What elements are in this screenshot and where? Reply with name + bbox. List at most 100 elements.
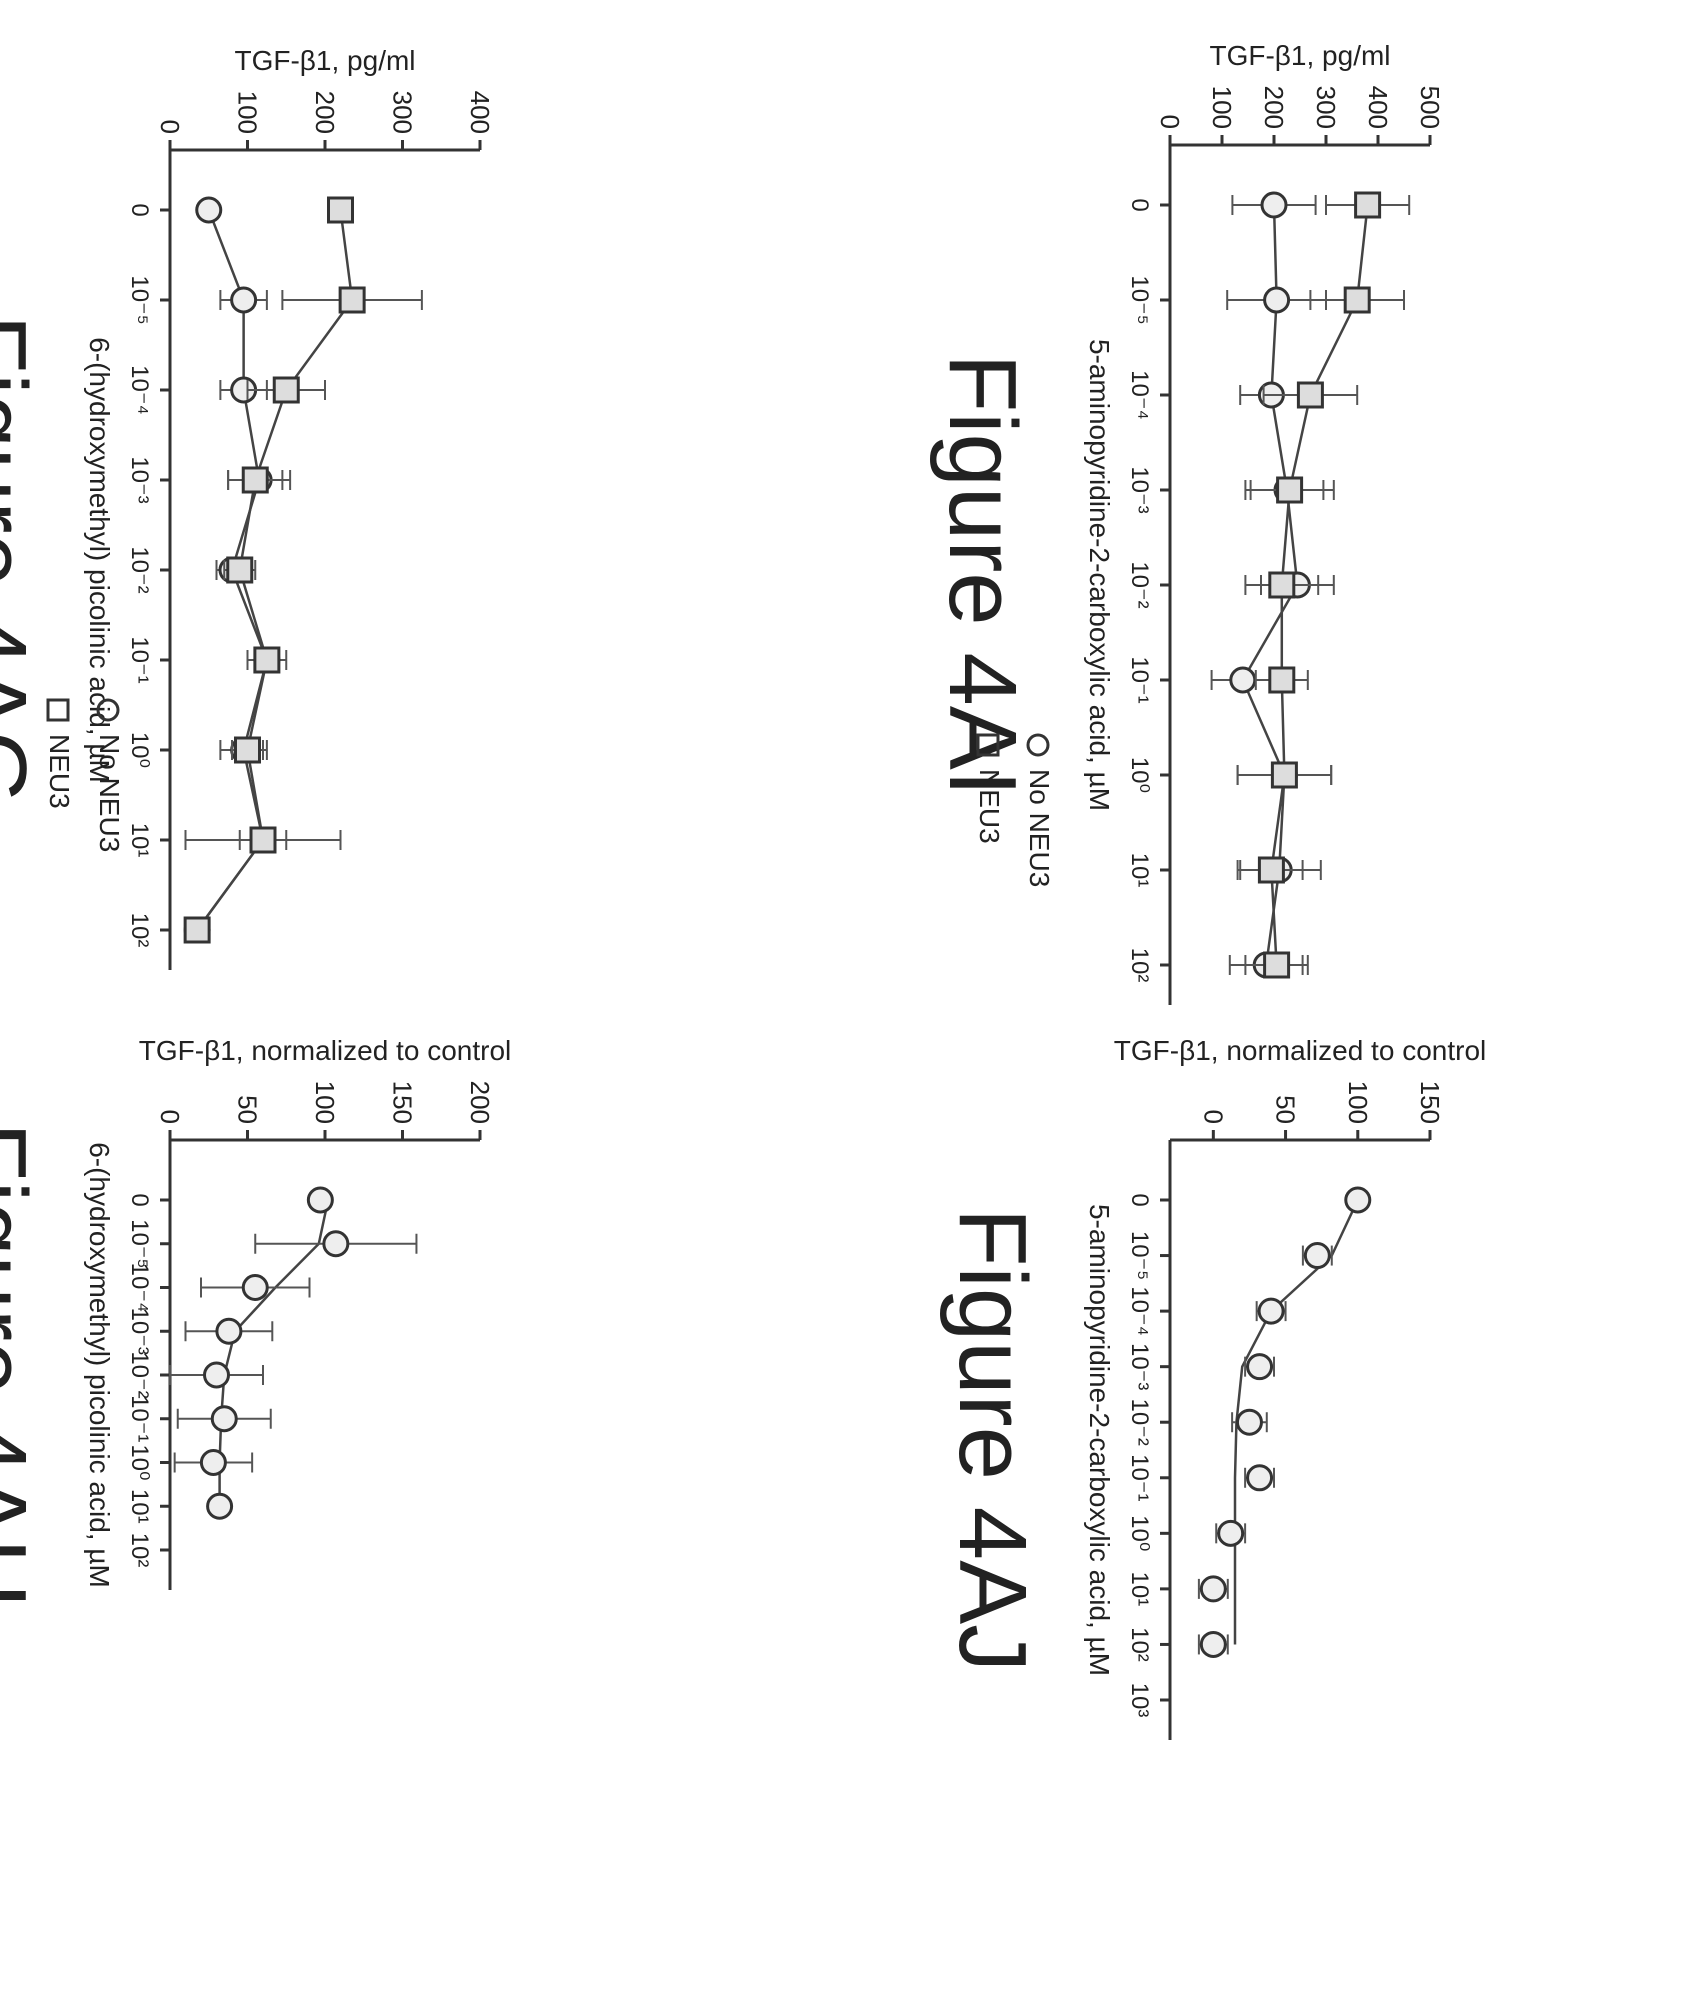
data-point-square — [234, 736, 261, 764]
data-point-circle — [206, 1492, 234, 1520]
x-tick-label: 10⁻⁴ — [1126, 1286, 1153, 1336]
x-tick-label: 10⁻⁵ — [126, 275, 153, 324]
data-point-square — [183, 916, 211, 944]
x-tick-label: 10¹ — [1126, 853, 1153, 888]
x-tick-label: 10⁻⁵ — [1126, 275, 1153, 324]
x-axis-title: 5-aminopyridine-2-carboxylic acid, µM — [1084, 339, 1115, 811]
data-point-circle — [1263, 286, 1291, 314]
y-tick-label: 400 — [1363, 86, 1393, 129]
x-tick-label: 10² — [126, 913, 153, 948]
data-point-circle — [1246, 1353, 1274, 1381]
y-tick-label: 200 — [1259, 86, 1289, 129]
y-tick-label: 200 — [465, 1081, 495, 1124]
x-tick-label: 10⁻² — [1126, 561, 1153, 608]
y-axis-title-text: TGF-β1, normalized to control — [139, 1035, 511, 1066]
y-tick-label: 200 — [310, 91, 340, 134]
data-point-square — [253, 646, 281, 674]
legend-label: NEU3 — [974, 769, 1005, 844]
y-tick-label: 0 — [1198, 1110, 1228, 1124]
y-tick-label: 150 — [388, 1081, 418, 1124]
x-tick-label: 10⁻³ — [126, 456, 153, 503]
data-point-circle — [322, 1230, 350, 1258]
y-tick-label: 150 — [1415, 1081, 1445, 1124]
x-tick-label: 0 — [1126, 1193, 1153, 1206]
x-tick-label: 10⁻³ — [1126, 1343, 1153, 1390]
y-axis-title-text: TGF-β1, pg/ml — [234, 45, 415, 76]
figure-caption: Figure 4AI — [929, 354, 1036, 797]
data-point-circle — [1199, 1630, 1227, 1658]
data-point-circle — [241, 1274, 269, 1301]
panel-4ag: 0 100 200 300 400 0 10⁻⁵ 10⁻⁴ 10⁻³ 10⁻² 10⁻¹ 10⁰ 10¹… — [0, 45, 495, 970]
x-tick-label: 10² — [1126, 948, 1153, 983]
x-tick-label: 10⁻² — [126, 1351, 153, 1398]
data-point-square — [1354, 191, 1382, 219]
legend-marker-square — [976, 733, 1000, 757]
x-tick-label: 10² — [126, 1533, 153, 1568]
x-tick-label: 10⁰ — [1126, 1515, 1153, 1551]
data-point-square — [1296, 381, 1324, 409]
y-axis-title: TGF-β1, pg/ml — [1209, 40, 1390, 71]
x-tick-label: 10⁰ — [126, 1444, 153, 1480]
data-point-circle — [1260, 191, 1288, 219]
x-tick-label: 10⁻² — [126, 546, 153, 593]
x-tick-label: 10⁻⁴ — [1126, 370, 1153, 420]
x-tick-label: 10⁻³ — [1126, 466, 1153, 513]
y-tick-label: 100 — [1343, 1081, 1373, 1124]
x-tick-label: 10⁻⁴ — [126, 365, 153, 415]
y-axis-title-text: TGF-β1, normalized to control — [1114, 1035, 1486, 1066]
legend-marker-circle — [1026, 733, 1050, 757]
legend-label: NEU3 — [44, 734, 75, 809]
data-point-circle — [1199, 1575, 1227, 1603]
y-tick-label: 400 — [465, 91, 495, 134]
data-point-square — [1270, 761, 1298, 789]
data-point-circle — [1246, 1464, 1274, 1492]
x-tick-label: 10¹ — [126, 1489, 153, 1524]
y-tick-label: 500 — [1415, 86, 1445, 129]
data-point-circle — [1303, 1242, 1331, 1270]
legend-marker-circle — [96, 698, 120, 722]
y-tick-label: 0 — [155, 120, 185, 134]
data-point-circle — [1235, 1408, 1263, 1436]
data-point-square — [1263, 951, 1291, 979]
x-tick-label: 10² — [1126, 1627, 1153, 1662]
data-point-square — [272, 376, 300, 404]
x-tick-label: 10⁻¹ — [126, 636, 153, 683]
data-point-circle — [230, 286, 258, 314]
y-tick-label: 0 — [1155, 115, 1185, 129]
x-tick-label: 10⁰ — [1126, 757, 1153, 793]
data-point-square — [241, 466, 269, 494]
y-tick-label: 50 — [1271, 1095, 1301, 1124]
figure-caption: Figure 4AH — [0, 1122, 46, 1608]
x-tick-label: 10⁻³ — [126, 1308, 153, 1355]
x-tick-label: 0 — [1126, 198, 1153, 211]
data-point-circle — [1344, 1186, 1372, 1214]
figure-caption: Figure 4AG — [0, 315, 46, 806]
data-point-circle — [306, 1186, 334, 1214]
data-point-square — [327, 196, 354, 224]
x-axis-title: 5-aminopyridine-2-carboxylic acid, µM — [1084, 1204, 1115, 1676]
data-point-square — [1268, 666, 1296, 694]
x-tick-label: 10¹ — [126, 823, 153, 858]
y-tick-label: 100 — [233, 91, 263, 134]
fit-curve — [218, 1199, 330, 1507]
x-tick-label: 0 — [126, 1193, 153, 1206]
panel-4ai: 0 100 200 300 400 500 0 10⁻⁵ 10⁻⁴ 10⁻³ 10⁻² 10⁻¹ 10⁰… — [929, 40, 1445, 1005]
data-point-square — [226, 556, 254, 584]
data-point-circle — [195, 196, 223, 224]
data-point-circle — [215, 1317, 243, 1345]
x-tick-label: 10³ — [1126, 1683, 1153, 1718]
y-axis-title: TGF-β1, normalized to control — [1114, 1035, 1486, 1066]
x-tick-label: 10¹ — [1126, 1572, 1153, 1607]
y-tick-label: 100 — [1207, 86, 1237, 129]
data-point-square — [1276, 476, 1304, 504]
y-tick-label: 300 — [1311, 86, 1341, 129]
x-tick-label: 0 — [126, 203, 153, 216]
y-axis-title-text: TGF-β1, pg/ml — [1209, 40, 1390, 71]
y-tick-label: 300 — [388, 91, 418, 134]
legend-label: No NEU3 — [1024, 769, 1055, 887]
x-tick-label: 10⁻⁵ — [126, 1219, 153, 1268]
data-point-circle — [1229, 666, 1257, 694]
